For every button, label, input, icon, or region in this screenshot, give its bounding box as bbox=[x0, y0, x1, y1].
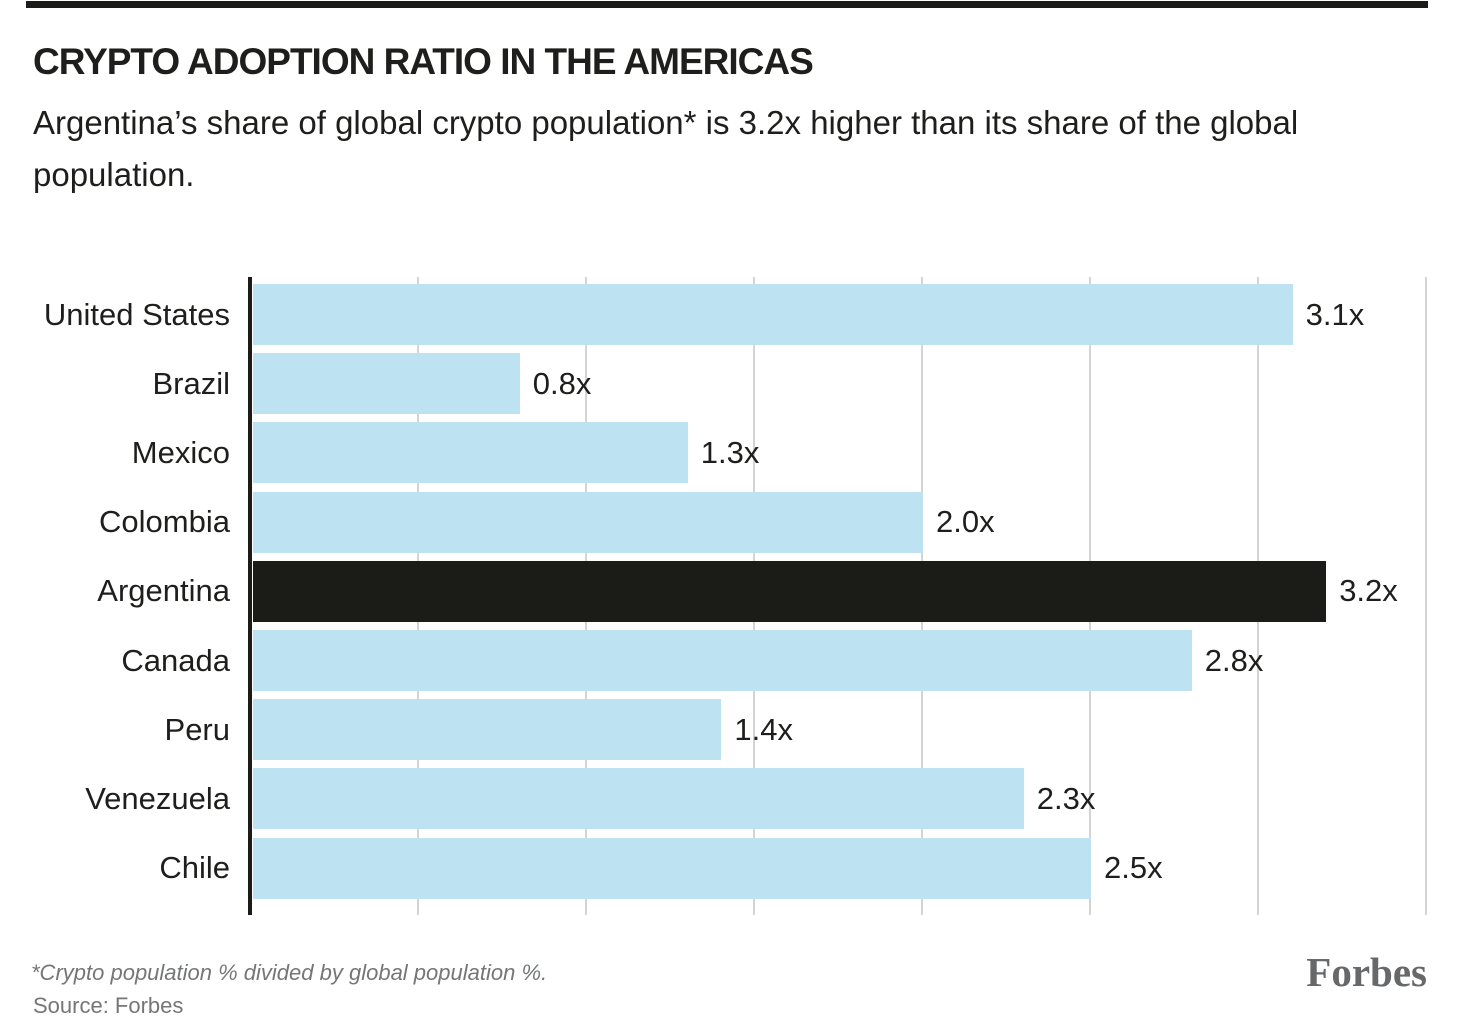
category-label-mexico: Mexico bbox=[131, 434, 230, 470]
forbes-logo: Forbes bbox=[1306, 949, 1427, 995]
category-label-canada: Canada bbox=[121, 642, 230, 678]
footnote: *Crypto population % divided by global p… bbox=[31, 960, 548, 985]
bar-canada bbox=[253, 630, 1192, 691]
source-credit: Source: Forbes bbox=[33, 993, 184, 1018]
category-label-venezuela: Venezuela bbox=[85, 780, 230, 816]
value-label-argentina: 3.2x bbox=[1339, 573, 1398, 609]
value-label-canada: 2.8x bbox=[1204, 642, 1264, 678]
value-label-mexico: 1.3x bbox=[700, 434, 760, 470]
value-label-united-states: 3.1x bbox=[1305, 296, 1365, 332]
value-label-colombia: 2.0x bbox=[936, 504, 995, 540]
category-label-brazil: Brazil bbox=[152, 365, 230, 401]
bar-chart: United States 3.1x Brazil 0.8x Mexico 1.3x Col… bbox=[0, 277, 1472, 915]
bar-chile bbox=[253, 837, 1091, 899]
category-label-peru: Peru bbox=[164, 711, 230, 747]
bar-argentina bbox=[253, 560, 1327, 622]
value-label-brazil: 0.8x bbox=[532, 365, 592, 401]
value-label-chile: 2.5x bbox=[1104, 850, 1163, 886]
bar-mexico bbox=[253, 422, 688, 484]
y-axis-line bbox=[248, 277, 252, 915]
category-label-chile: Chile bbox=[159, 850, 230, 886]
gridline-3.5 bbox=[1425, 277, 1427, 915]
category-label-united-states: United States bbox=[43, 296, 230, 332]
bar-brazil bbox=[253, 353, 520, 415]
category-label-colombia: Colombia bbox=[99, 504, 230, 540]
bar-united-states bbox=[253, 284, 1293, 345]
chart-title: CRYPTO ADOPTION RATIO IN THE AMERICAS bbox=[33, 41, 814, 82]
bar-peru bbox=[253, 699, 722, 761]
value-label-peru: 1.4x bbox=[734, 711, 793, 747]
category-label-argentina: Argentina bbox=[97, 573, 230, 609]
bar-colombia bbox=[253, 491, 923, 553]
top-rule bbox=[26, 1, 1428, 8]
chart-subtitle: Argentina’s share of global crypto popul… bbox=[33, 104, 1299, 193]
bar-venezuela bbox=[253, 768, 1024, 830]
value-label-venezuela: 2.3x bbox=[1036, 780, 1096, 816]
